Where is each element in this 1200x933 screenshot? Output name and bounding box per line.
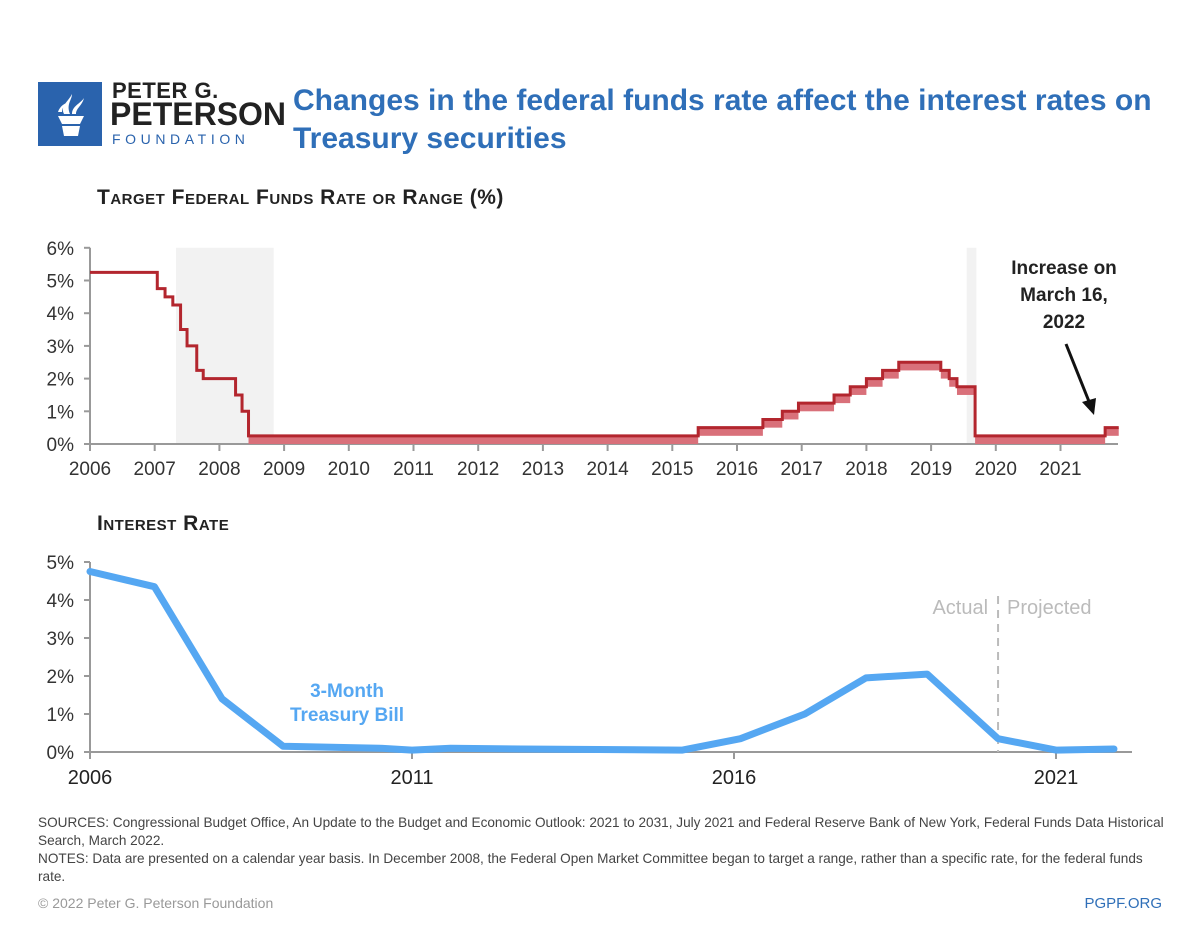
chart-title: Changes in the federal funds rate affect… (293, 84, 1152, 155)
rate-range-band (898, 362, 941, 371)
x-tick-label: 2006 (68, 767, 113, 789)
x-tick-label: 2021 (1034, 767, 1079, 789)
recession-shade (966, 247, 977, 444)
annotation-arrow-icon (1064, 343, 1092, 405)
x-tick-label: 2008 (198, 459, 240, 480)
y-tick-label: 4% (47, 591, 75, 612)
rate-range-band (940, 370, 950, 379)
actual-label: Actual (932, 597, 988, 619)
x-tick-label: 2017 (781, 459, 823, 480)
y-tick-label: 3% (47, 337, 75, 358)
rate-range-band (850, 386, 867, 395)
footer-notes: SOURCES: Congressional Budget Office, An… (38, 814, 1168, 886)
x-tick-label: 2018 (845, 459, 887, 480)
rate-range-band (798, 403, 835, 412)
x-tick-label: 2011 (390, 767, 433, 789)
logo-text-line2: PETERSON (110, 96, 287, 132)
rate-range-band (866, 378, 883, 387)
rate-range-band (834, 394, 851, 404)
y-tick-label: 0% (47, 743, 75, 764)
tbill-line (86, 568, 1118, 754)
x-tick-label: 2012 (457, 459, 499, 480)
annotation-text: Increase on (1011, 258, 1117, 279)
projected-label: Projected (1007, 597, 1092, 619)
y-tick-label: 1% (47, 402, 75, 423)
x-tick-label: 2006 (69, 459, 111, 480)
x-tick-label: 2016 (716, 459, 758, 480)
y-tick-label: 5% (47, 553, 75, 574)
site-link[interactable]: PGPF.ORG (1084, 895, 1162, 912)
y-tick-label: 2% (47, 370, 75, 391)
x-tick-label: 2016 (712, 767, 757, 789)
x-tick-label: 2013 (522, 459, 564, 480)
x-tick-label: 2011 (393, 459, 434, 480)
top-chart-title: Target Federal Funds Rate or Range (%) (97, 186, 504, 209)
x-tick-label: 2007 (134, 459, 176, 480)
notes-text: NOTES: Data are presented on a calendar … (38, 851, 1143, 884)
series-label: 3-Month (310, 681, 384, 702)
y-tick-label: 1% (47, 705, 75, 726)
rate-range-band (762, 419, 783, 428)
logo-text-line3: FOUNDATION (112, 131, 250, 147)
x-tick-label: 2015 (651, 459, 693, 480)
y-tick-label: 2% (47, 667, 75, 688)
x-tick-label: 2020 (975, 459, 1017, 480)
rate-range-band (248, 435, 699, 444)
rate-range-band (975, 435, 1106, 444)
rate-range-band (956, 386, 976, 395)
torch-logo-icon (38, 82, 102, 146)
rate-range-band (949, 378, 957, 387)
rate-range-band (698, 427, 763, 436)
bottom-chart-title: Interest Rate (97, 512, 230, 535)
sources-text: SOURCES: Congressional Budget Office, An… (38, 815, 1164, 848)
x-tick-label: 2019 (910, 459, 952, 480)
arrowhead-icon (1082, 398, 1096, 415)
y-tick-label: 6% (47, 239, 75, 260)
y-tick-label: 3% (47, 629, 75, 650)
x-tick-label: 2010 (328, 459, 370, 480)
logo-text-line1: PETER G. (112, 78, 219, 103)
rate-range-band (882, 370, 899, 379)
y-tick-label: 4% (47, 304, 75, 325)
copyright: © 2022 Peter G. Peterson Foundation (38, 895, 274, 911)
y-tick-label: 0% (47, 435, 75, 456)
x-tick-label: 2014 (586, 459, 629, 480)
y-tick-label: 5% (47, 272, 75, 293)
fed-funds-rate-line (90, 270, 1119, 438)
x-tick-label: 2009 (263, 459, 305, 480)
annotation-text: March 16, (1020, 285, 1108, 306)
annotation-text: 2022 (1043, 312, 1085, 333)
rate-range-band (782, 411, 799, 420)
x-tick-label: 2021 (1039, 459, 1081, 480)
rate-range-band (1105, 427, 1119, 436)
series-label: Treasury Bill (290, 705, 404, 726)
